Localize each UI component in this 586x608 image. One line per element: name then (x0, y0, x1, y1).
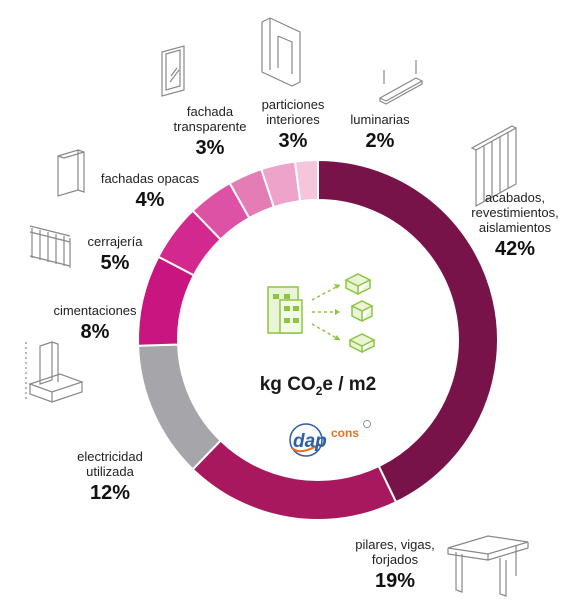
center-title-subscript: 2 (315, 383, 323, 398)
slice-value-label: 42% (494, 238, 536, 260)
slice-label-name: cerrajería (87, 234, 143, 249)
slice-value-label: 8% (80, 321, 110, 343)
slice-label-3: cimentaciones 8% (45, 303, 145, 344)
slice-label-name: luminarias (350, 112, 410, 127)
slice-value-label: 4% (135, 189, 165, 211)
slice-label-name: interiores (266, 112, 320, 127)
partition-wall-icon (261, 17, 301, 87)
slice-value-label: 3% (195, 137, 225, 159)
slice-0 (317, 158, 499, 504)
slice-1 (191, 439, 398, 521)
slice-label-name: transparente (173, 119, 247, 134)
slice-8 (293, 158, 319, 203)
slice-label-name: fachada (186, 104, 234, 119)
slice-value-label: 12% (89, 482, 131, 504)
slice-label-name: aislamientos (478, 220, 552, 235)
dapcons-logo: dap cons (289, 420, 371, 457)
slice-label-name: forjados (371, 552, 419, 567)
slice-label-6: fachada transparente 3% (155, 104, 265, 160)
foundation-icon (25, 341, 84, 403)
slice-value-label: 19% (374, 570, 416, 592)
center-title-suffix: e / m2 (322, 374, 377, 395)
logo-dap-text: dap (293, 431, 327, 452)
slice-value-label: 3% (278, 130, 308, 152)
slice-label-name: utilizada (86, 464, 134, 479)
logo-cons-text: cons (331, 426, 359, 440)
luminaire-icon (378, 60, 424, 105)
slice-label-2: electricidad utilizada 12% (55, 449, 165, 505)
chart-center-title: kg CO2e / m2 (260, 374, 377, 398)
center-title-prefix: kg CO (259, 374, 316, 395)
slice-label-1: pilares, vigas, forjados 19% (335, 537, 455, 593)
railing-icon (29, 225, 71, 268)
facade-glass-icon (161, 45, 185, 97)
slice-label-name: particiones (261, 97, 325, 112)
donut-slices (137, 158, 499, 521)
slice-label-name: pilares, vigas, (355, 537, 435, 552)
slice-label-name: electricidad (77, 449, 143, 464)
slice-value-label: 2% (365, 130, 395, 152)
structure-frame-icon (447, 535, 529, 597)
cladding-icon (470, 125, 517, 208)
slice-label-8: luminarias 2% (335, 112, 425, 153)
slice-label-5: fachadas opacas 4% (85, 171, 215, 212)
slice-label-name: fachadas opacas (100, 171, 200, 186)
slice-value-label: 5% (100, 252, 130, 274)
slice-label-name: cimentaciones (53, 303, 137, 318)
slice-label-0: acabados, revestimientos, aislamientos 42% (450, 190, 580, 261)
slice-label-4: cerrajería 5% (70, 234, 160, 275)
building-emissions-icon (267, 273, 376, 354)
opaque-facade-icon (57, 149, 85, 197)
slice-label-name: acabados, (485, 190, 545, 205)
slice-label-name: revestimientos, (471, 205, 559, 220)
slice-label-7: particiones interiores 3% (243, 97, 343, 153)
